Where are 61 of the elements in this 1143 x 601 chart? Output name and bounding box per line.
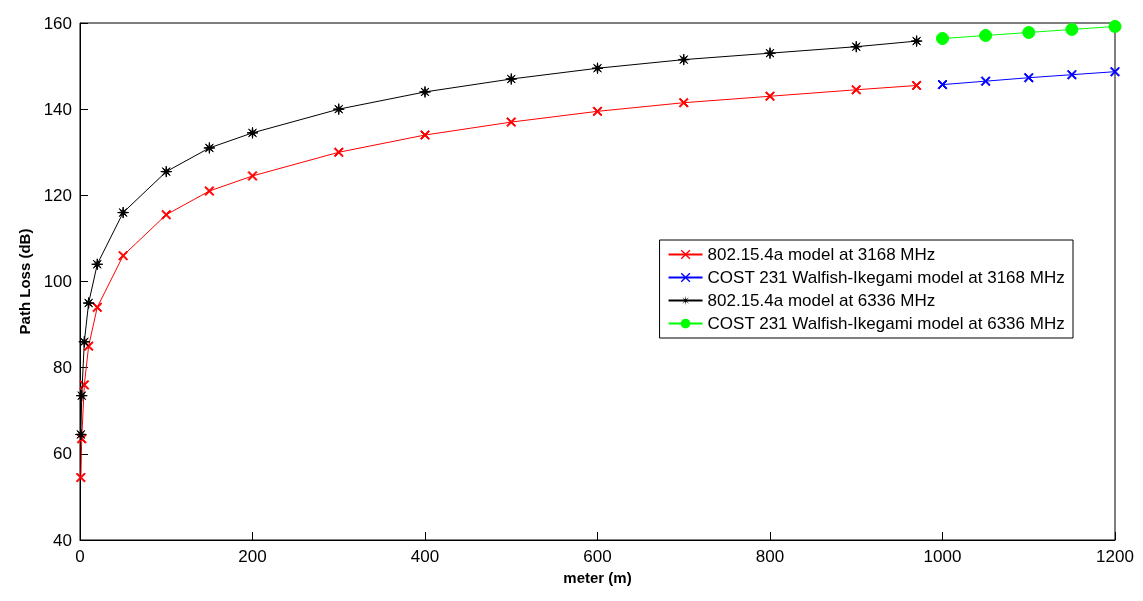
point [1066, 69, 1077, 80]
legend-label: 802.15.4a model at 3168 MHz [707, 245, 936, 264]
point [506, 117, 517, 128]
point [247, 170, 258, 181]
point [851, 84, 862, 95]
point [764, 47, 776, 60]
point [203, 141, 216, 154]
point [333, 147, 344, 158]
y-tick-label: 160 [43, 13, 72, 33]
point [1022, 25, 1036, 39]
point [979, 29, 993, 42]
x-tick-label: 0 [75, 547, 85, 566]
point [592, 106, 603, 117]
point [911, 80, 922, 91]
x-tick-label: 600 [583, 547, 612, 566]
point [82, 297, 95, 310]
point [1110, 66, 1120, 77]
point [419, 85, 431, 98]
point [910, 35, 923, 48]
x-axis-title: meter (m) [563, 568, 632, 586]
point [505, 73, 518, 86]
x-tick-label: 200 [238, 547, 267, 566]
y-tick-label: 40 [53, 530, 72, 550]
point [117, 206, 130, 219]
point [1023, 72, 1034, 83]
point [678, 97, 689, 108]
point [160, 165, 173, 178]
point [591, 62, 604, 75]
legend-label: COST 231 Walfish-Ikegami model at 3168 MHz [707, 268, 1065, 287]
point [118, 250, 129, 261]
point [1065, 22, 1079, 36]
point [78, 335, 91, 348]
y-tick-label: 140 [43, 99, 72, 119]
y-tick-label: 60 [53, 444, 72, 464]
point [246, 126, 259, 139]
y-tick-label: 100 [43, 272, 72, 291]
point [204, 186, 215, 197]
y-axis-title: Path Loss (dB) [16, 228, 33, 335]
point [937, 79, 948, 90]
point [1108, 19, 1122, 33]
legend-label: 802.15.4a model at 6336 MHz [707, 291, 936, 310]
x-tick-label: 1000 [923, 547, 962, 566]
y-tick-label: 80 [53, 358, 72, 378]
point [75, 472, 86, 483]
x-tick-label: 800 [755, 547, 785, 566]
x-tick-label: 400 [410, 547, 440, 566]
legend-label: COST 231 Walfish-Ikegami model at 6336 MHz [707, 314, 1065, 333]
point [75, 389, 88, 402]
point [850, 40, 863, 53]
point [677, 53, 690, 66]
point [74, 428, 87, 441]
point [936, 32, 949, 46]
point [332, 103, 345, 116]
point [92, 302, 103, 313]
point [980, 76, 991, 87]
point [161, 209, 172, 220]
point [91, 258, 104, 271]
x-tick-label: 1200 [1096, 547, 1134, 566]
point [765, 91, 775, 102]
point [420, 130, 430, 141]
y-tick-label: 120 [43, 185, 72, 205]
